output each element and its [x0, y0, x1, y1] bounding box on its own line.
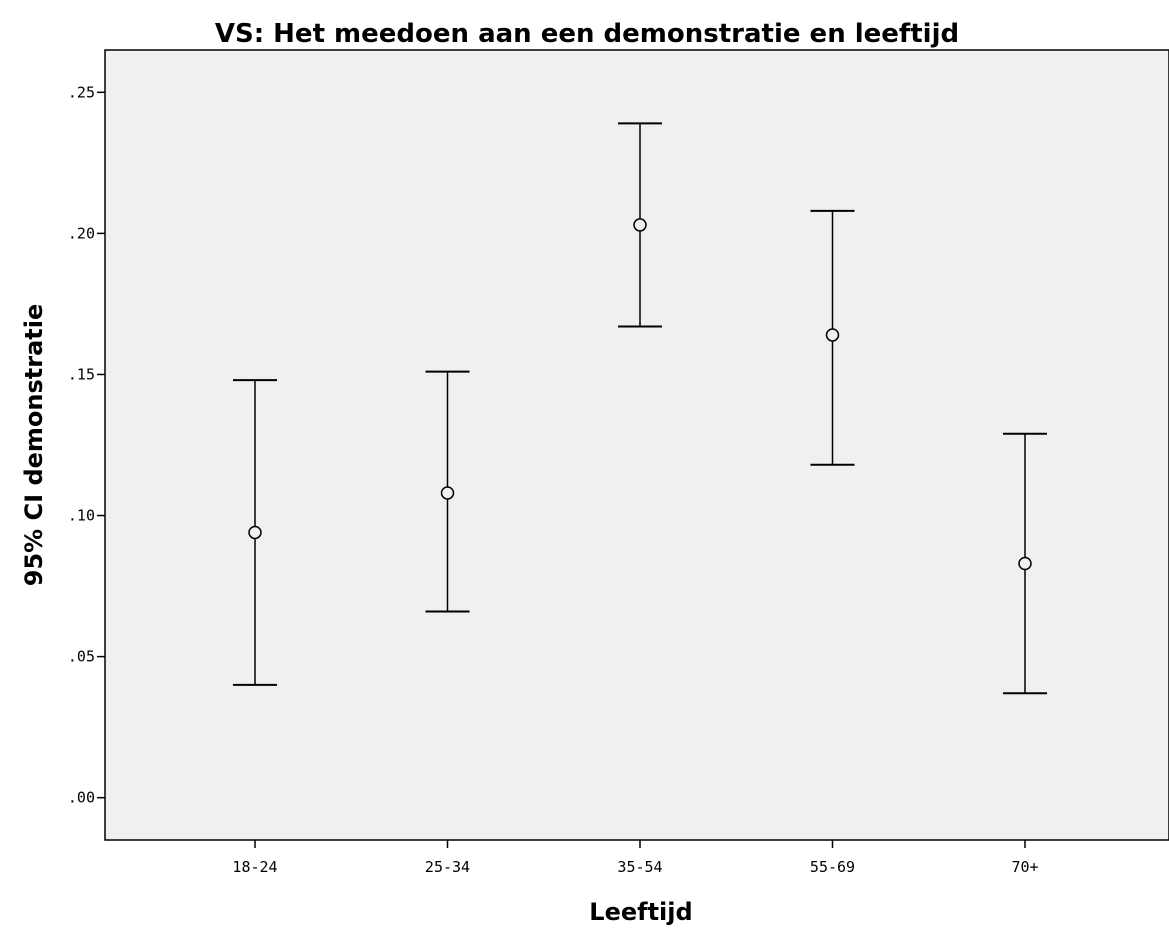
mean-marker-18-24 [248, 525, 262, 540]
mean-marker-25-34 [440, 486, 455, 500]
mean-marker-35-54 [633, 218, 647, 232]
y-tick-label: .25 [68, 83, 95, 101]
y-axis-label: 95% CI demonstratie [20, 304, 48, 587]
mean-marker-55-69 [825, 328, 840, 342]
x-axis: 18-24 25-34 35-54 55-69 70+ [232, 840, 1039, 876]
mean-markers [248, 218, 1032, 571]
x-tick-label: 55-69 [810, 858, 855, 876]
y-tick-label: .00 [68, 789, 95, 807]
y-tick-label: .20 [68, 224, 95, 242]
x-tick-label: 25-34 [425, 858, 470, 876]
plot-area [104, 49, 1169, 841]
mean-marker-70+ [1018, 556, 1032, 571]
x-axis-label: Leeftijd [589, 898, 692, 926]
y-tick-label: .10 [68, 507, 95, 525]
x-tick-label: 18-24 [232, 858, 277, 876]
y-axis: .00 .05 .10 .15 .20 .25 [68, 83, 105, 807]
chart-title: VS: Het meedoen aan een demonstratie en … [215, 19, 959, 49]
x-tick-label: 70+ [1011, 858, 1038, 876]
y-tick-label: .05 [68, 648, 95, 666]
x-tick-label: 35-54 [617, 858, 662, 876]
y-tick-label: .15 [68, 365, 95, 383]
